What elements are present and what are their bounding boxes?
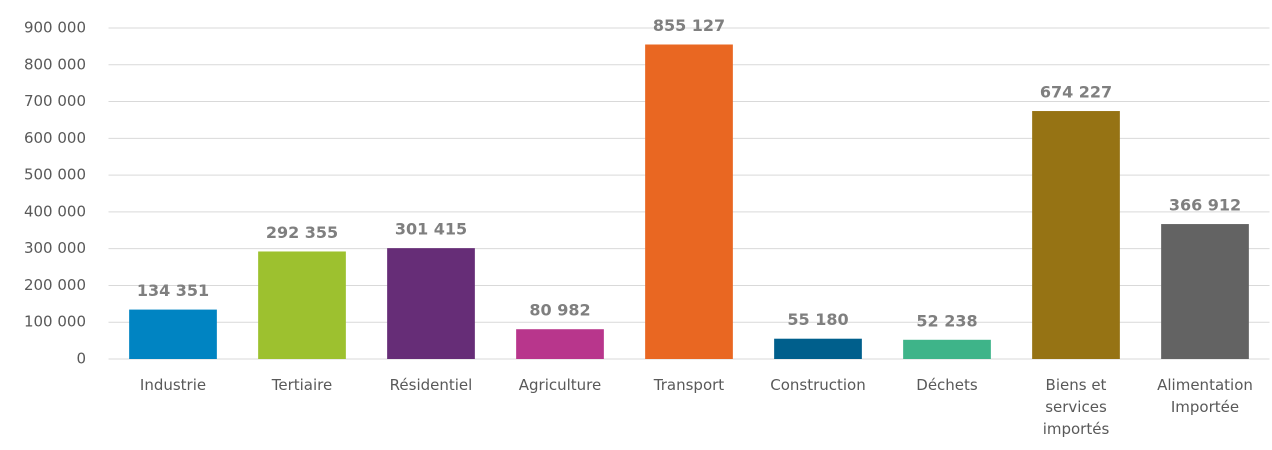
x-tick-label: Résidentiel	[389, 376, 473, 394]
x-tick-label-box: Déchets	[916, 376, 978, 394]
data-label: 301 415	[395, 220, 467, 239]
x-tick-label: Agriculture	[518, 376, 602, 394]
data-label: 55 180	[787, 310, 848, 329]
data-label: 80 982	[529, 301, 590, 320]
x-tick-label: Industrie	[139, 376, 207, 394]
y-tick-label: 100 000	[24, 313, 86, 331]
y-tick-label: 200 000	[24, 276, 86, 294]
x-tick-label-box: Industrie	[139, 376, 207, 394]
x-tick-label-box: Alimentation Importée	[1157, 376, 1253, 416]
data-label: 292 355	[266, 223, 338, 242]
y-tick-label: 600 000	[24, 129, 86, 147]
x-tick-label-box: Tertiaire	[271, 376, 333, 394]
x-tick-label: Transport	[653, 376, 725, 394]
x-tick-label-box: Transport	[653, 376, 725, 394]
data-label: 674 227	[1040, 83, 1112, 102]
bar	[387, 248, 475, 359]
y-tick-label: 900 000	[24, 19, 86, 37]
bar	[1032, 111, 1120, 359]
bar	[258, 251, 346, 359]
x-tick-label: Tertiaire	[271, 376, 333, 394]
bar	[774, 338, 862, 359]
x-tick-label-box: Biens et services importés	[1042, 376, 1110, 438]
y-tick-label: 500 000	[24, 166, 86, 184]
bar	[645, 44, 733, 359]
bar	[1161, 224, 1249, 359]
x-tick-label: Construction	[770, 376, 866, 394]
y-tick-label: 700 000	[24, 92, 86, 110]
data-label: 366 912	[1169, 196, 1241, 215]
x-tick-label: Déchets	[916, 376, 978, 394]
x-tick-label-box: Agriculture	[518, 376, 602, 394]
x-tick-label: Alimentation Importée	[1157, 376, 1253, 416]
x-tick-label: Biens et services importés	[1042, 376, 1110, 438]
data-label: 855 127	[653, 16, 725, 35]
y-tick-label: 400 000	[24, 202, 86, 220]
data-label: 134 351	[137, 281, 209, 300]
data-label: 52 238	[916, 311, 977, 330]
bar	[516, 329, 604, 359]
x-tick-label-box: Construction	[770, 376, 866, 394]
bar	[903, 339, 991, 359]
y-tick-label: 800 000	[24, 55, 86, 73]
x-tick-label-box: Résidentiel	[389, 376, 473, 394]
y-tick-label: 0	[76, 350, 86, 368]
y-tick-label: 300 000	[24, 239, 86, 257]
bar	[129, 309, 217, 359]
